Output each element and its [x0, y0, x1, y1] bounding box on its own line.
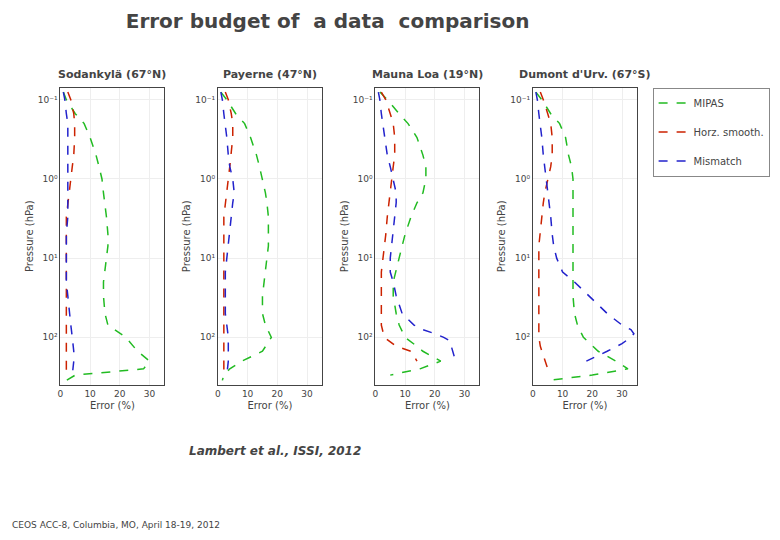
svg-text:Pressure (hPa): Pressure (hPa) [496, 200, 507, 272]
svg-text:Horz. smooth.: Horz. smooth. [694, 127, 764, 138]
svg-text:10²: 10² [200, 332, 215, 342]
svg-text:10: 10 [242, 389, 254, 399]
svg-text:Error (%): Error (%) [90, 400, 135, 411]
svg-text:Error (%): Error (%) [405, 400, 450, 411]
svg-text:Error (%): Error (%) [562, 400, 607, 411]
svg-text:10⁻¹: 10⁻¹ [38, 95, 58, 105]
svg-text:30: 30 [144, 389, 156, 399]
svg-text:CEOS ACC-8, Columbia, MO, Apri: CEOS ACC-8, Columbia, MO, April 18-19, 2… [12, 520, 220, 530]
svg-text:10⁰: 10⁰ [43, 174, 58, 184]
svg-text:10²: 10² [43, 332, 58, 342]
svg-text:10¹: 10¹ [358, 253, 373, 263]
svg-text:Sodankylä (67°N): Sodankylä (67°N) [58, 68, 166, 81]
svg-text:Mauna Loa (19°N): Mauna Loa (19°N) [372, 68, 483, 81]
svg-text:10¹: 10¹ [43, 253, 58, 263]
svg-text:10⁰: 10⁰ [515, 174, 530, 184]
svg-text:10: 10 [557, 389, 569, 399]
svg-text:Mismatch: Mismatch [694, 156, 742, 167]
svg-text:Pressure (hPa): Pressure (hPa) [339, 200, 350, 272]
svg-text:20: 20 [114, 389, 126, 399]
svg-text:10: 10 [399, 389, 411, 399]
svg-text:Error budget of a data compa: Error budget of a data comparison [126, 9, 530, 33]
svg-text:20: 20 [587, 389, 599, 399]
svg-text:10⁰: 10⁰ [200, 174, 215, 184]
svg-text:30: 30 [459, 389, 471, 399]
svg-text:10²: 10² [515, 332, 530, 342]
svg-text:10²: 10² [358, 332, 373, 342]
svg-text:MIPAS: MIPAS [694, 98, 724, 109]
svg-text:Error (%): Error (%) [247, 400, 292, 411]
svg-text:10⁰: 10⁰ [358, 174, 373, 184]
svg-text:0: 0 [530, 389, 536, 399]
svg-text:10¹: 10¹ [515, 253, 530, 263]
svg-text:0: 0 [373, 389, 379, 399]
svg-text:30: 30 [301, 389, 313, 399]
svg-text:Lambert et al., ISSI, 2012: Lambert et al., ISSI, 2012 [189, 444, 361, 458]
svg-text:10⁻¹: 10⁻¹ [195, 95, 215, 105]
svg-text:20: 20 [429, 389, 441, 399]
svg-text:10: 10 [84, 389, 96, 399]
svg-text:Pressure (hPa): Pressure (hPa) [181, 200, 192, 272]
svg-text:10⁻¹: 10⁻¹ [510, 95, 530, 105]
svg-text:Dumont d'Urv. (67°S): Dumont d'Urv. (67°S) [519, 68, 651, 81]
svg-text:0: 0 [215, 389, 221, 399]
svg-text:Payerne (47°N): Payerne (47°N) [223, 68, 317, 81]
svg-text:0: 0 [58, 389, 64, 399]
svg-text:10¹: 10¹ [200, 253, 215, 263]
svg-text:Pressure (hPa): Pressure (hPa) [24, 200, 35, 272]
svg-text:10⁻¹: 10⁻¹ [353, 95, 373, 105]
svg-text:20: 20 [272, 389, 284, 399]
svg-text:30: 30 [616, 389, 628, 399]
